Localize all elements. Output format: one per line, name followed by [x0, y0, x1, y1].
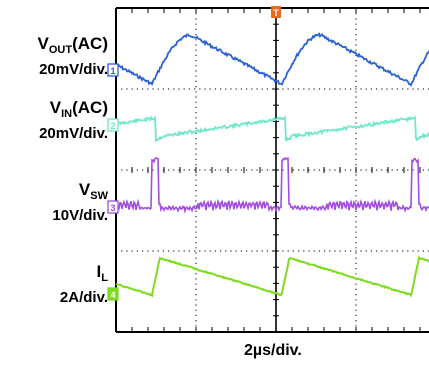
channel-3-marker-label: 3: [110, 203, 115, 213]
channel-4-trace: [115, 255, 429, 298]
scope-traces: [115, 32, 429, 298]
channel-4-marker: 4: [107, 287, 119, 301]
channel-2-marker: 2: [107, 118, 119, 132]
time-base-label: 2µs/div.: [244, 342, 302, 359]
channel-2-marker-box: [107, 118, 119, 132]
channel-1-marker: 1: [107, 63, 119, 77]
channel-4-marker-label: 4: [110, 290, 115, 300]
channel-3-label: VSW 10V/div.: [52, 180, 108, 224]
channel-markers: T 1 2 3 4: [107, 6, 281, 301]
channel-2-label: VIN(AC) 20mV/div.: [39, 98, 108, 142]
channel-3-marker-box: [107, 200, 119, 214]
channel-1-trace: [115, 32, 429, 87]
channel-1-label: VOUT(AC) 20mV/div.: [37, 34, 108, 78]
channel-2-marker-label: 2: [110, 121, 115, 131]
channel-4-marker-box: [107, 287, 119, 301]
trigger-marker-icon: [271, 6, 281, 18]
trigger-marker-label: T: [273, 8, 279, 18]
channel-1-marker-box: [107, 63, 119, 77]
channel-2-trace: [115, 114, 429, 143]
channel-1-marker-label: 1: [110, 66, 115, 76]
channel-3-trace: [115, 156, 429, 215]
channel-4-label: IL 2A/div.: [59, 262, 108, 306]
channel-3-marker: 3: [107, 200, 119, 214]
scope-grid: [115, 7, 429, 333]
